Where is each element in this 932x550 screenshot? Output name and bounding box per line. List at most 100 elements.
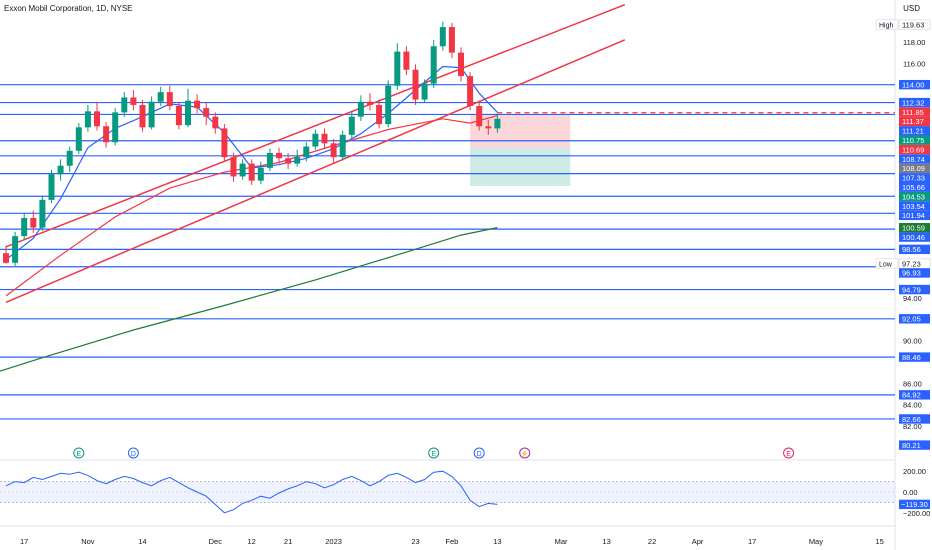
axis-unit: USD bbox=[903, 4, 920, 13]
time-tick-label: 2023 bbox=[325, 537, 342, 546]
candle-body bbox=[57, 165, 64, 175]
time-tick-label: 22 bbox=[648, 537, 656, 546]
time-tick-label: Feb bbox=[445, 537, 458, 546]
event-marker-label: E bbox=[431, 451, 436, 458]
candle-body bbox=[458, 52, 464, 77]
price-label-box bbox=[899, 154, 930, 164]
cci-band bbox=[0, 481, 895, 503]
price-label: 92.05 bbox=[899, 314, 930, 324]
price-label-value: 98.56 bbox=[902, 245, 921, 254]
price-label-value: 92.05 bbox=[902, 315, 921, 324]
price-label-box bbox=[899, 182, 930, 192]
time-tick-label: 15 bbox=[875, 537, 883, 546]
price-label-box bbox=[899, 173, 930, 183]
trend-channel-line bbox=[5, 39, 626, 303]
event-marker-label: D bbox=[131, 451, 136, 458]
time-tick-label: May bbox=[809, 537, 823, 546]
price-label: 108.74 bbox=[899, 154, 930, 164]
time-tick-label: 13 bbox=[602, 537, 610, 546]
price-label: 104.53 bbox=[899, 191, 930, 201]
candle-body bbox=[139, 104, 146, 128]
candle-body bbox=[276, 152, 282, 159]
price-label-value: 111.85 bbox=[902, 108, 924, 117]
price-label-value: 108.09 bbox=[902, 164, 925, 173]
price-label-value: 97.23 bbox=[902, 259, 921, 268]
position-target-zone bbox=[470, 147, 571, 186]
candle-body bbox=[130, 97, 137, 105]
price-label-prefix-box bbox=[875, 258, 899, 269]
candle-body bbox=[403, 51, 410, 70]
candle-body bbox=[312, 133, 319, 147]
price-label-value: 96.93 bbox=[902, 269, 921, 278]
price-label-value: 119.63 bbox=[902, 20, 924, 29]
price-label-value: 111.37 bbox=[902, 117, 924, 126]
price-label-box bbox=[899, 210, 930, 221]
price-label-value: 107.33 bbox=[902, 174, 925, 183]
candle-body bbox=[394, 51, 401, 86]
time-tick-label: 14 bbox=[138, 537, 146, 546]
candle-body bbox=[430, 46, 437, 84]
price-label: 110.69 bbox=[899, 144, 930, 154]
price-label-box bbox=[899, 244, 930, 255]
candle-body bbox=[339, 134, 346, 158]
event-marker: D bbox=[127, 447, 139, 459]
price-tick-label: 94.00 bbox=[903, 294, 922, 303]
cci-last-box bbox=[899, 499, 930, 510]
price-label: 114.00 bbox=[899, 79, 930, 89]
time-tick-label: Apr bbox=[692, 537, 704, 546]
moving-average-slow bbox=[0, 227, 498, 372]
candle-body bbox=[94, 111, 100, 127]
price-label-box bbox=[899, 284, 930, 295]
cci-tick-label: 200.00 bbox=[903, 467, 926, 476]
price-label-value: 82.66 bbox=[902, 415, 921, 424]
price-label-value: 110.69 bbox=[902, 145, 924, 154]
candle-body bbox=[294, 157, 301, 164]
price-label-value: 100.59 bbox=[902, 224, 925, 233]
candle-body bbox=[194, 100, 201, 109]
candle-body bbox=[330, 143, 337, 158]
time-tick-label: Mar bbox=[555, 537, 568, 546]
candle-body bbox=[185, 100, 191, 126]
candle-body bbox=[166, 92, 173, 106]
candle-body bbox=[476, 106, 483, 127]
candle-body bbox=[412, 69, 419, 100]
event-marker: E bbox=[783, 447, 795, 459]
candle-body bbox=[230, 157, 237, 177]
candle-body bbox=[84, 111, 91, 128]
price-tick-label: 118.00 bbox=[903, 38, 925, 47]
price-label-value: 111.21 bbox=[902, 127, 924, 136]
chart-title: Exxon Mobil Corporation, 1D, NYSE bbox=[4, 4, 133, 13]
cci-tick-label: 0.00 bbox=[903, 488, 918, 497]
event-marker-label: D bbox=[477, 451, 482, 458]
candle-body bbox=[448, 27, 455, 53]
price-label-value: 100.46 bbox=[902, 233, 925, 242]
price-label-box bbox=[898, 19, 931, 30]
price-label: 111.37 bbox=[899, 116, 930, 126]
price-label: 96.93 bbox=[899, 268, 930, 278]
candle-body bbox=[367, 101, 373, 105]
price-label: 84.92 bbox=[899, 390, 930, 400]
event-marker-circle bbox=[783, 447, 795, 459]
candle-body bbox=[485, 126, 492, 129]
candle-body bbox=[3, 253, 9, 263]
candle-body bbox=[266, 152, 273, 168]
candle-body bbox=[21, 218, 28, 237]
price-tick-label: 82.00 bbox=[903, 422, 922, 431]
price-label-box bbox=[899, 135, 930, 145]
price-label-box bbox=[899, 201, 930, 211]
price-label: 94.79 bbox=[899, 284, 930, 295]
candle-body bbox=[212, 116, 219, 129]
moving-average-fast bbox=[5, 65, 498, 261]
price-label-box bbox=[899, 268, 930, 278]
price-label: 88.46 bbox=[899, 352, 930, 362]
time-tick-label: 17 bbox=[748, 537, 756, 546]
price-label: 98.56 bbox=[899, 244, 930, 255]
price-label-prefix: High bbox=[879, 22, 894, 29]
price-label: 105.66 bbox=[899, 182, 930, 192]
event-marker-label: ⚡ bbox=[520, 449, 529, 458]
candle-body bbox=[75, 127, 82, 151]
candle-body bbox=[421, 83, 428, 100]
price-label-prefix: Low bbox=[879, 261, 893, 268]
